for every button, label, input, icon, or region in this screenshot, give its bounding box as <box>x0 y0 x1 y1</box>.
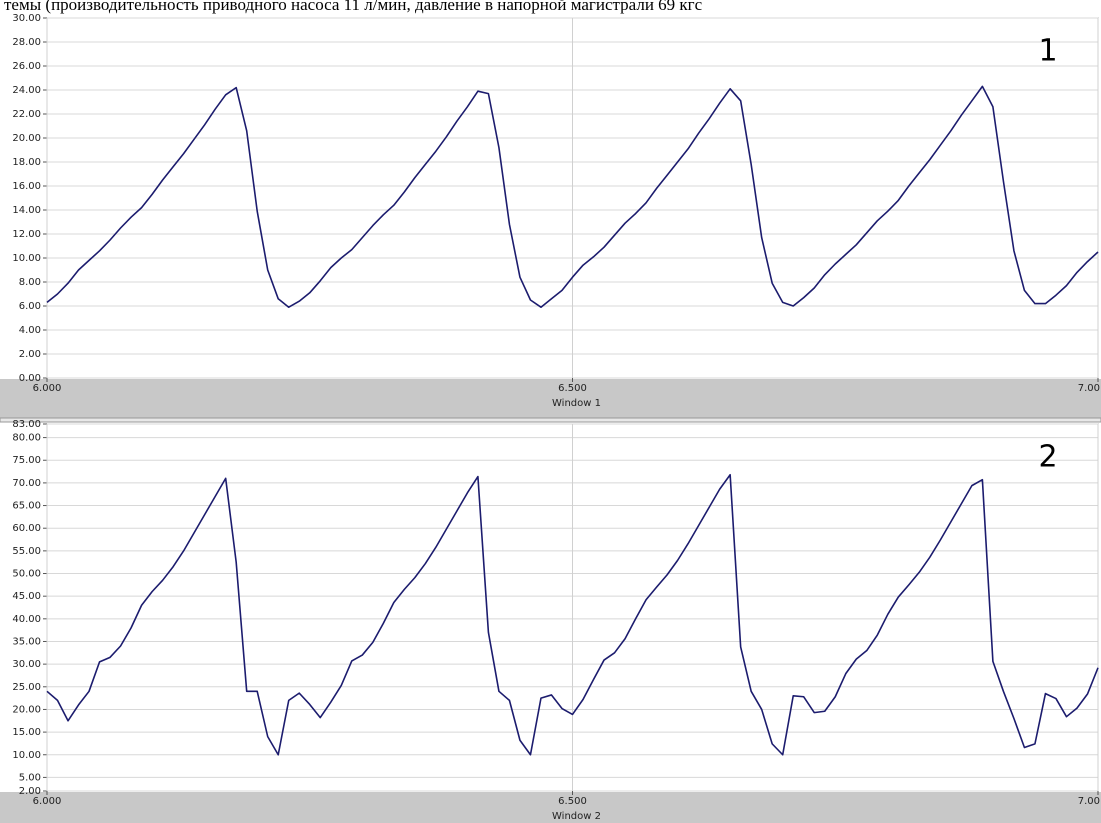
y-tick-label: 8.00 <box>19 277 41 288</box>
y-tick-label: 65.00 <box>12 501 41 512</box>
y-tick-label: 35.00 <box>12 636 41 647</box>
y-tick-label: 28.00 <box>12 37 41 48</box>
y-tick-label: 25.00 <box>12 682 41 693</box>
y-tick-label: 15.00 <box>12 727 41 738</box>
caption: темы (производительность приводного насо… <box>4 0 703 14</box>
y-tick-label: 50.00 <box>12 569 41 580</box>
y-tick-label: 70.00 <box>12 478 41 489</box>
y-tick-label: 20.00 <box>12 133 41 144</box>
x-tick-label: 7.00 <box>1078 383 1100 394</box>
window-label: Window 2 <box>552 811 601 822</box>
y-tick-label: 55.00 <box>12 546 41 557</box>
axis-band <box>0 379 1101 418</box>
x-tick-label: 6.500 <box>558 796 587 807</box>
x-tick-label: 7.00 <box>1078 796 1100 807</box>
y-tick-label: 2.00 <box>19 349 41 360</box>
splitter <box>0 417 1101 423</box>
y-tick-label: 6.00 <box>19 301 41 312</box>
y-tick-label: 22.00 <box>12 109 41 120</box>
y-tick-label: 45.00 <box>12 591 41 602</box>
y-tick-label: 14.00 <box>12 205 41 216</box>
y-tick-label: 60.00 <box>12 523 41 534</box>
window-label: Window 1 <box>552 398 601 409</box>
y-tick-label: 16.00 <box>12 181 41 192</box>
y-tick-label: 0.00 <box>19 373 41 384</box>
signal-line <box>46 473 1099 756</box>
x-tick-label: 6.000 <box>33 383 62 394</box>
y-tick-label: 24.00 <box>12 85 41 96</box>
x-tick-label: 6.500 <box>558 383 587 394</box>
y-tick-label: 10.00 <box>12 750 41 761</box>
y-tick-label: 18.00 <box>12 157 41 168</box>
y-tick-label: 5.00 <box>19 772 41 783</box>
y-tick-label: 30.00 <box>12 659 41 670</box>
y-tick-label: 40.00 <box>12 614 41 625</box>
y-tick-label: 80.00 <box>12 433 41 444</box>
y-tick-label: 20.00 <box>12 704 41 715</box>
plot-number: 2 <box>1038 440 1057 475</box>
axis-band <box>0 792 1101 823</box>
signal-line <box>46 85 1099 308</box>
y-tick-label: 2.00 <box>19 786 41 797</box>
y-tick-label: 83.00 <box>12 419 41 430</box>
y-tick-label: 10.00 <box>12 253 41 264</box>
y-tick-label: 12.00 <box>12 229 41 240</box>
y-tick-label: 30.00 <box>12 13 41 24</box>
y-tick-label: 75.00 <box>12 455 41 466</box>
x-tick-label: 6.000 <box>33 796 62 807</box>
plot-number: 1 <box>1038 34 1057 69</box>
y-tick-label: 4.00 <box>19 325 41 336</box>
y-tick-label: 26.00 <box>12 61 41 72</box>
